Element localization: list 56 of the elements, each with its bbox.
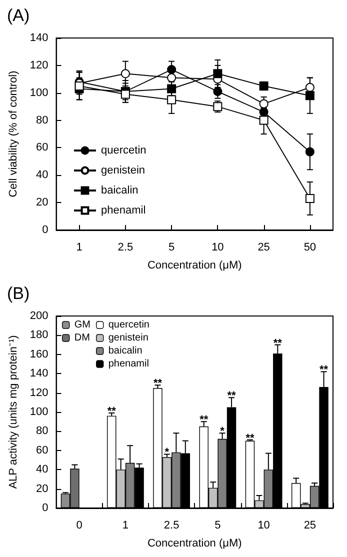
y-tick-label: 120 — [30, 386, 48, 399]
y-tick-label: 140 — [30, 368, 48, 380]
legend-label: GM — [74, 320, 90, 330]
y-tick-label: 20 — [36, 482, 48, 495]
x-tick-label: 5 — [214, 520, 221, 532]
y-tick-label: 80 — [36, 425, 48, 438]
y-tick-label: 160 — [30, 348, 48, 360]
data-label: ** — [319, 364, 329, 376]
data-label: ** — [273, 337, 283, 350]
legend-label: quercetin — [108, 320, 150, 330]
y-tick-label: 20 — [36, 196, 48, 209]
x-tick-label: 2.5 — [164, 520, 180, 532]
data-label: ** — [246, 432, 255, 444]
y-axis-title: ALP activity (units mg protein⁻¹) — [8, 335, 20, 489]
legend-label: quercetin — [101, 144, 146, 156]
data-label: ** — [107, 405, 117, 418]
data-label: ** — [153, 378, 163, 390]
x-tick-label: 50 — [304, 242, 316, 254]
legend-label: genistein — [108, 332, 148, 344]
chart-title: (B) — [7, 284, 30, 303]
y-axis-title: Cell viability (% of control) — [8, 70, 20, 198]
data-label: * — [220, 426, 226, 438]
y-tick-label: 0 — [42, 502, 48, 514]
data-label: ** — [227, 390, 237, 402]
x-tick-label: 1 — [122, 520, 128, 532]
legend-label: baicalin — [101, 184, 138, 196]
legend-label: phenamil — [101, 204, 146, 216]
legend-label: phenamil — [108, 358, 149, 370]
y-tick-label: 100 — [30, 406, 48, 418]
x-tick-label: 25 — [304, 520, 316, 532]
y-tick-label: 140 — [30, 32, 48, 44]
x-axis-title: Concentration (μM) — [147, 538, 242, 550]
y-tick-label: 60 — [36, 444, 48, 456]
y-tick-label: 100 — [30, 86, 48, 99]
x-tick-label: 0 — [76, 520, 82, 532]
y-tick-label: 40 — [36, 464, 48, 476]
legend-label: DM — [74, 332, 90, 344]
x-tick-label: 1 — [76, 242, 82, 254]
y-tick-label: 200 — [30, 310, 48, 322]
chart-title: (A) — [7, 6, 30, 25]
y-tick-label: 40 — [36, 169, 48, 182]
x-tick-label: 2.5 — [118, 242, 134, 254]
x-tick-label: 10 — [212, 242, 224, 254]
y-tick-label: 0 — [42, 224, 48, 236]
legend-label: baicalin — [108, 346, 142, 356]
y-tick-label: 180 — [30, 329, 48, 342]
y-tick-label: 60 — [36, 142, 48, 154]
y-tick-label: 80 — [36, 114, 48, 126]
x-tick-label: 10 — [258, 520, 270, 532]
x-axis-title: Concentration (μM) — [147, 260, 242, 272]
data-label: ** — [200, 414, 209, 426]
data-label: * — [164, 446, 170, 459]
y-tick-label: 120 — [30, 59, 48, 72]
x-tick-label: 5 — [168, 242, 175, 254]
x-tick-label: 25 — [258, 242, 270, 254]
legend-label: genistein — [101, 164, 146, 176]
